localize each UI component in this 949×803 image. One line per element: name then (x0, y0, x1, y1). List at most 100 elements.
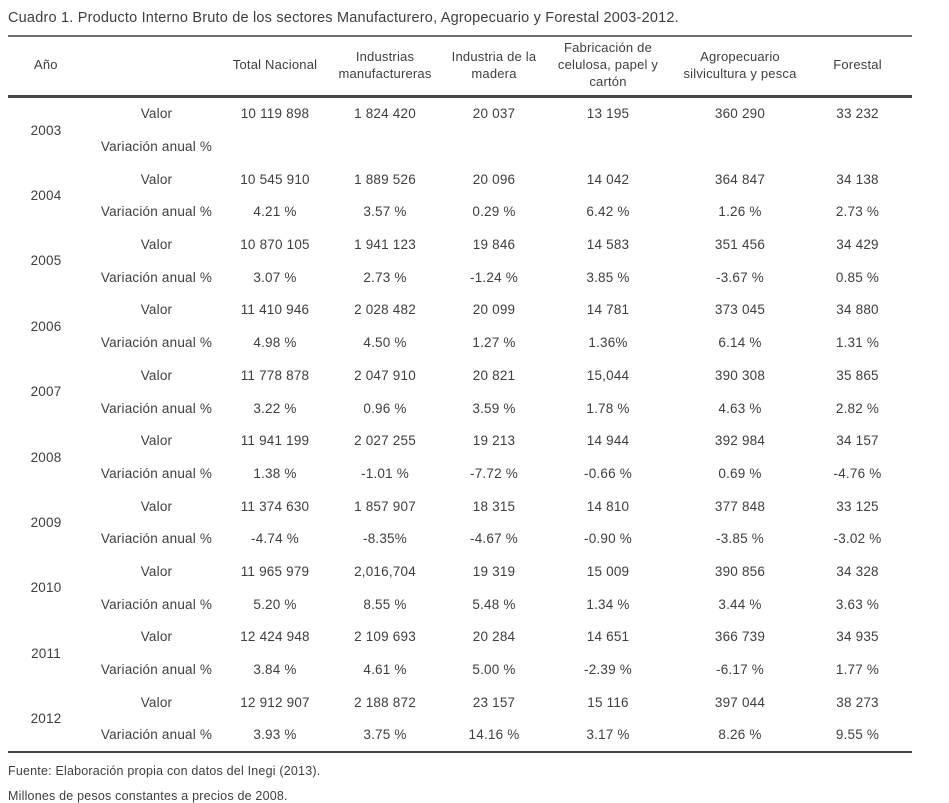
variacion-cell: 3.59 % (472, 400, 516, 416)
variacion-cell: 5.48 % (472, 596, 516, 612)
variacion-cell (803, 130, 912, 163)
value-cell: 34 138 (836, 171, 879, 187)
value-cell: 34 429 (836, 237, 879, 253)
year-label: 2009 (30, 514, 62, 530)
value-cell: 14 810 (586, 498, 630, 514)
value-cell: 34 880 (836, 302, 879, 318)
year-label: 2007 (30, 384, 62, 400)
footnote-source: Fuente: Elaboración propia con datos del… (8, 764, 321, 779)
variacion-cell: 0.69 % (718, 465, 762, 481)
row-label-variacion: Variación anual % (100, 400, 213, 416)
row-label-variacion: Variación anual % (100, 335, 213, 351)
variacion-row: Variación anual % 3.07 % 2.73 % -1.24 % 3.85… (8, 261, 912, 294)
variacion-cell: -1.24 % (470, 269, 518, 285)
value-cell: 11 965 979 (240, 563, 310, 579)
header-row: Año Total Nacional Industrias manufactur… (8, 36, 912, 98)
row-label-variacion: Variación anual % (100, 727, 213, 743)
variacion-cell: -3.02 % (833, 531, 882, 547)
variacion-row: Variación anual % 3.84 % 4.61 % 5.00 % -2.39… (8, 653, 912, 686)
value-cell: 19 319 (472, 563, 516, 579)
row-label-variacion: Variación anual % (100, 662, 213, 678)
row-label-variacion: Variación anual % (100, 465, 213, 481)
variacion-row: Variación anual % 5.20 % 8.55 % 5.48 % 1.34 … (8, 588, 912, 621)
variacion-row: Variación anual % (8, 130, 912, 163)
variacion-cell: -0.66 % (584, 465, 632, 481)
variacion-cell: 1.26 % (718, 204, 762, 220)
valor-row: 2011 Valor 12 424 948 2 109 693 20 284 14 651… (8, 621, 912, 660)
header-forestal: Forestal (803, 36, 912, 98)
variacion-cell: 1.36% (588, 335, 628, 351)
value-cell: 33 125 (836, 498, 879, 514)
value-cell: 364 847 (714, 171, 766, 187)
footnotes: Fuente: Elaboración propia con datos del… (8, 759, 949, 803)
value-cell: 18 315 (472, 498, 516, 514)
variacion-cell: -0.90 % (584, 531, 632, 547)
variacion-cell: 0.85 % (835, 269, 880, 285)
variacion-cell: 3.07 % (253, 269, 297, 285)
variacion-cell: -1.01 % (361, 465, 409, 481)
variacion-cell: -3.85 % (716, 531, 764, 547)
year-label: 2012 (30, 711, 62, 727)
header-industria-madera: Industria de la madera (449, 36, 539, 98)
value-cell: 390 308 (714, 367, 766, 383)
variacion-cell: -4.76 % (833, 465, 882, 481)
valor-row: 2009 Valor 11 374 630 1 857 907 18 315 14 810… (8, 490, 912, 530)
value-cell: 1 857 907 (354, 498, 416, 514)
value-cell: 33 232 (836, 106, 879, 122)
value-cell: 2 028 482 (354, 302, 416, 318)
value-cell: 15 116 (587, 694, 629, 710)
year-label: 2005 (30, 253, 62, 269)
value-cell: 1 941 123 (354, 237, 416, 253)
variacion-row: Variación anual % -4.74 % -8.35% -4.67 % -0.… (8, 522, 912, 555)
value-cell: 377 848 (714, 498, 766, 514)
variacion-cell: 9.55 % (835, 727, 880, 743)
row-label-valor: Valor (140, 171, 173, 187)
value-cell: 20 821 (472, 367, 516, 383)
table-body: 2003 Valor 10 119 898 1 824 420 20 037 13 195… (8, 96, 912, 753)
variacion-cell: 1.34 % (586, 596, 630, 612)
value-cell: 19 846 (472, 237, 516, 253)
value-cell: 13 195 (586, 106, 630, 122)
value-cell: 11 410 946 (240, 302, 310, 318)
value-cell: 14 651 (586, 629, 630, 645)
variacion-cell: 8.26 % (718, 727, 762, 743)
variacion-cell: 4.98 % (253, 335, 297, 351)
variacion-cell (229, 130, 321, 163)
valor-row: 2006 Valor 11 410 946 2 028 482 20 099 14 781… (8, 294, 912, 333)
value-cell: 10 870 105 (240, 237, 310, 253)
footnote-units: Millones de pesos constantes a precios d… (8, 789, 288, 803)
row-label-valor: Valor (140, 694, 173, 710)
header-industrias-manufactureras: Industrias manufactureras (321, 36, 449, 98)
header-agropecuario: Agropecuario silvicultura y pesca (677, 36, 803, 98)
year-label: 2008 (30, 449, 62, 465)
row-label-variacion: Variación anual % (100, 269, 213, 285)
variacion-cell: 3.84 % (253, 662, 297, 678)
row-label-valor: Valor (140, 629, 173, 645)
row-label-variacion: Variación anual % (100, 204, 213, 220)
valor-row: 2005 Valor 10 870 105 1 941 123 19 846 14 583… (8, 228, 912, 268)
table-header: Año Total Nacional Industrias manufactur… (8, 36, 912, 98)
variacion-cell: 6.14 % (718, 335, 762, 351)
row-label-valor: Valor (140, 106, 173, 122)
header-total-nacional: Total Nacional (229, 36, 321, 98)
year-label: 2010 (30, 580, 62, 596)
table-title: Cuadro 1. Producto Interno Bruto de los … (8, 10, 679, 26)
variacion-cell: 14.16 % (468, 727, 520, 743)
value-cell: 20 099 (472, 302, 516, 318)
row-label-valor: Valor (140, 302, 173, 318)
variacion-cell: 4.61 % (363, 662, 407, 678)
value-cell: 12 912 907 (240, 694, 310, 710)
valor-row: 2004 Valor 10 545 910 1 889 526 20 096 14 042… (8, 163, 912, 203)
year-label: 2003 (30, 122, 62, 138)
year-label: 2004 (30, 188, 62, 204)
value-cell: 15,044 (586, 367, 630, 383)
value-cell: 1 889 526 (354, 171, 416, 187)
variacion-cell: -4.67 % (470, 531, 518, 547)
value-cell: 14 944 (586, 433, 630, 449)
variacion-cell: -3.67 % (716, 269, 764, 285)
variacion-cell: 3.93 % (253, 727, 297, 743)
variacion-cell: 1.31 % (835, 335, 880, 351)
header-celulosa-papel-carton: Fabricación de celulosa, papel y cartón (539, 36, 677, 98)
value-cell: 2 109 693 (354, 629, 416, 645)
value-cell: 10 545 910 (240, 171, 310, 187)
